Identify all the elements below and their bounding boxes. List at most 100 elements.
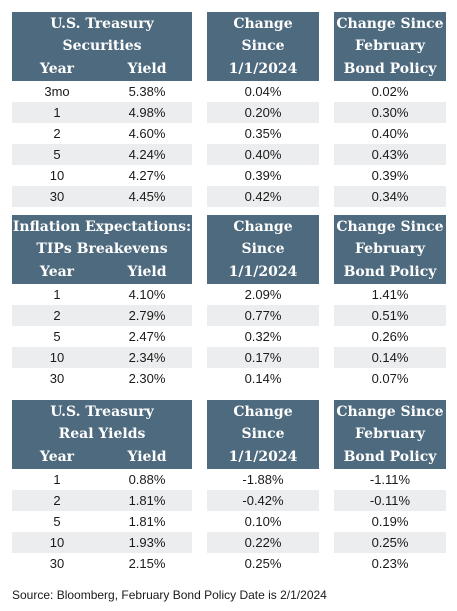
change-policy-cell: 0.14% bbox=[371, 350, 409, 365]
table-row: 10 2.34% 0.17% 0.14% bbox=[0, 347, 457, 368]
year-cell: 5 bbox=[53, 329, 61, 344]
change-policy-cell: 0.19% bbox=[371, 514, 409, 529]
change-policy-cell: 0.02% bbox=[371, 84, 409, 99]
yield-cell: 5.38% bbox=[128, 84, 166, 99]
change-ytd-cell: 0.04% bbox=[244, 84, 282, 99]
change-policy-cell: 0.34% bbox=[371, 189, 409, 204]
change-ytd-cell: 0.42% bbox=[244, 189, 282, 204]
header-line: Since bbox=[241, 38, 285, 54]
yield-cell: 4.45% bbox=[128, 189, 166, 204]
inflation-header-breakevens: Inflation Expectations: TIPs Breakevens … bbox=[12, 215, 192, 284]
header-line: Change Since bbox=[336, 16, 444, 32]
col-yield-label: Yield bbox=[127, 449, 167, 465]
header-line: 1/1/2024 bbox=[228, 61, 298, 77]
header-line: Inflation Expectations: bbox=[12, 219, 192, 235]
header-line: Change bbox=[233, 404, 293, 420]
change-policy-cell: -1.11% bbox=[369, 472, 411, 487]
yield-cell: 2.79% bbox=[128, 308, 166, 323]
table-row: 1 4.10% 2.09% 1.41% bbox=[0, 284, 457, 305]
header-line: U.S. Treasury bbox=[50, 404, 154, 420]
table-row: 10 4.27% 0.39% 0.39% bbox=[0, 165, 457, 186]
yield-cell: 4.98% bbox=[128, 105, 166, 120]
header-line: 1/1/2024 bbox=[228, 449, 298, 465]
year-cell: 30 bbox=[49, 556, 65, 571]
col-year-label: Year bbox=[39, 264, 75, 280]
change-ytd-cell: -1.88% bbox=[242, 472, 284, 487]
header-line: Change Since bbox=[336, 404, 444, 420]
change-ytd-cell: 0.17% bbox=[244, 350, 282, 365]
year-cell: 30 bbox=[49, 371, 65, 386]
col-year-label: Year bbox=[39, 449, 75, 465]
year-cell: 2 bbox=[53, 308, 61, 323]
table-row: 2 1.81% -0.42% -0.11% bbox=[0, 490, 457, 511]
change-ytd-cell: 0.14% bbox=[244, 371, 282, 386]
header-line: Securities bbox=[62, 38, 142, 54]
col-yield-label: Yield bbox=[127, 61, 167, 77]
yield-cell: 1.81% bbox=[128, 514, 166, 529]
inflation-header-change-since-policy: Change Since February Bond Policy bbox=[334, 215, 446, 284]
yield-cell: 4.10% bbox=[128, 287, 166, 302]
change-policy-cell: 0.30% bbox=[371, 105, 409, 120]
table-row: 2 2.79% 0.77% 0.51% bbox=[0, 305, 457, 326]
change-policy-cell: 0.43% bbox=[371, 147, 409, 162]
header-line: Change Since bbox=[336, 219, 444, 235]
yield-cell: 2.34% bbox=[128, 350, 166, 365]
table-row: 3mo 5.38% 0.04% 0.02% bbox=[0, 81, 457, 102]
header-line: 1/1/2024 bbox=[228, 264, 298, 280]
change-policy-cell: 0.07% bbox=[371, 371, 409, 386]
change-ytd-cell: 0.25% bbox=[244, 556, 282, 571]
year-cell: 2 bbox=[53, 126, 61, 141]
header-line: U.S. Treasury bbox=[50, 16, 154, 32]
table-row: 5 4.24% 0.40% 0.43% bbox=[0, 144, 457, 165]
header-line: February bbox=[354, 426, 425, 442]
header-line: Real Yields bbox=[58, 426, 146, 442]
inflation-header-change-since-jan: Change Since 1/1/2024 bbox=[207, 215, 319, 284]
change-policy-cell: 0.51% bbox=[371, 308, 409, 323]
header-line: February bbox=[354, 38, 425, 54]
yield-cell: 4.60% bbox=[128, 126, 166, 141]
year-cell: 3mo bbox=[44, 84, 70, 99]
yield-cell: 4.24% bbox=[128, 147, 166, 162]
change-ytd-cell: 0.77% bbox=[244, 308, 282, 323]
header-line: Change bbox=[233, 16, 293, 32]
year-cell: 10 bbox=[49, 535, 65, 550]
change-policy-cell: 0.25% bbox=[371, 535, 409, 550]
year-cell: 1 bbox=[53, 287, 61, 302]
column-subheaders: Year Yield bbox=[12, 58, 192, 80]
change-ytd-cell: -0.42% bbox=[242, 493, 284, 508]
yield-cell: 0.88% bbox=[128, 472, 166, 487]
year-cell: 30 bbox=[49, 189, 65, 204]
change-policy-cell: 0.40% bbox=[371, 126, 409, 141]
header-line: Since bbox=[241, 241, 285, 257]
year-cell: 5 bbox=[53, 514, 61, 529]
table-row: 5 2.47% 0.32% 0.26% bbox=[0, 326, 457, 347]
col-yield-label: Yield bbox=[127, 264, 167, 280]
change-ytd-cell: 0.39% bbox=[244, 168, 282, 183]
real-yields-header-change-since-jan: Change Since 1/1/2024 bbox=[207, 400, 319, 469]
table-row: 5 1.81% 0.10% 0.19% bbox=[0, 511, 457, 532]
header-line: TIPs Breakevens bbox=[36, 241, 168, 257]
yield-cell: 4.27% bbox=[128, 168, 166, 183]
change-ytd-cell: 0.35% bbox=[244, 126, 282, 141]
treasury-header-change-since-policy: Change Since February Bond Policy bbox=[334, 12, 446, 81]
real-yields-header: U.S. Treasury Real Yields Year Yield bbox=[12, 400, 192, 469]
change-ytd-cell: 0.40% bbox=[244, 147, 282, 162]
change-policy-cell: -0.11% bbox=[369, 493, 411, 508]
year-cell: 1 bbox=[53, 105, 61, 120]
table-row: 30 2.30% 0.14% 0.07% bbox=[0, 368, 457, 389]
header-line: Bond Policy bbox=[343, 449, 437, 465]
source-note: Source: Bloomberg, February Bond Policy … bbox=[12, 588, 327, 602]
year-cell: 10 bbox=[49, 168, 65, 183]
header-line: Change bbox=[233, 219, 293, 235]
table-row: 10 1.93% 0.22% 0.25% bbox=[0, 532, 457, 553]
change-policy-cell: 0.39% bbox=[371, 168, 409, 183]
year-cell: 1 bbox=[53, 472, 61, 487]
change-ytd-cell: 0.20% bbox=[244, 105, 282, 120]
real-yields-header-change-since-policy: Change Since February Bond Policy bbox=[334, 400, 446, 469]
change-ytd-cell: 2.09% bbox=[244, 287, 282, 302]
change-policy-cell: 0.23% bbox=[371, 556, 409, 571]
yield-cell: 1.81% bbox=[128, 493, 166, 508]
table-row: 1 4.98% 0.20% 0.30% bbox=[0, 102, 457, 123]
year-cell: 5 bbox=[53, 147, 61, 162]
yield-cell: 2.47% bbox=[128, 329, 166, 344]
